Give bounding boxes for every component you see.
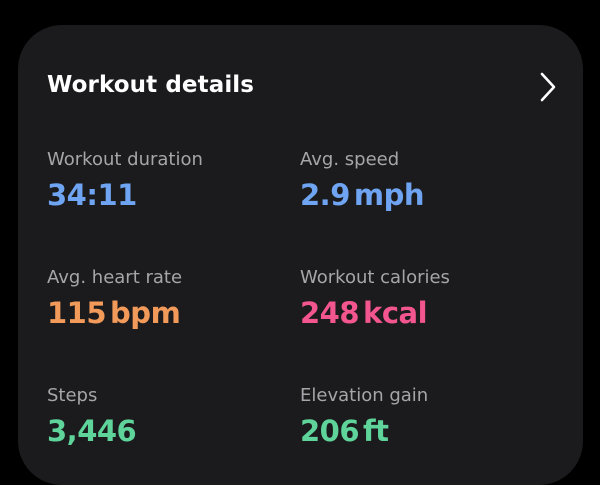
stat-number: 206: [300, 414, 360, 448]
stat-workout-calories: Workout calories 248 kcal: [300, 267, 540, 330]
stat-value: 34:11: [47, 178, 287, 212]
stat-value: 248 kcal: [300, 296, 540, 330]
stat-number: 248: [300, 296, 360, 330]
stat-number: 3,446: [47, 414, 137, 448]
stat-label: Workout duration: [47, 149, 203, 170]
stat-unit: ft: [363, 414, 389, 448]
workout-details-card: Workout details Workout duration 34:11 A…: [18, 25, 583, 485]
stat-label: Steps: [47, 385, 98, 406]
stat-label: Elevation gain: [300, 385, 429, 406]
stat-unit: kcal: [363, 296, 428, 330]
stat-value: 3,446: [47, 414, 287, 448]
stat-unit: mph: [353, 178, 425, 212]
stat-number: 115: [47, 296, 107, 330]
stat-number: 2.9: [300, 178, 350, 212]
stat-number: 34:11: [47, 178, 137, 212]
stat-label: Avg. speed: [300, 149, 400, 170]
stat-label: Workout calories: [300, 267, 450, 288]
stat-value: 115 bpm: [47, 296, 287, 330]
chevron-right-icon[interactable]: [531, 69, 561, 105]
stat-value: 206 ft: [300, 414, 540, 448]
stat-label: Avg. heart rate: [47, 267, 183, 288]
stat-elevation-gain: Elevation gain 206 ft: [300, 385, 540, 448]
stat-value: 2.9 mph: [300, 178, 540, 212]
stat-workout-duration: Workout duration 34:11: [47, 149, 287, 212]
stat-avg-heart-rate: Avg. heart rate 115 bpm: [47, 267, 287, 330]
stat-avg-speed: Avg. speed 2.9 mph: [300, 149, 540, 212]
card-title: Workout details: [47, 72, 255, 98]
stat-unit: bpm: [110, 296, 181, 330]
stat-steps: Steps 3,446: [47, 385, 287, 448]
card-header[interactable]: Workout details: [47, 69, 557, 105]
